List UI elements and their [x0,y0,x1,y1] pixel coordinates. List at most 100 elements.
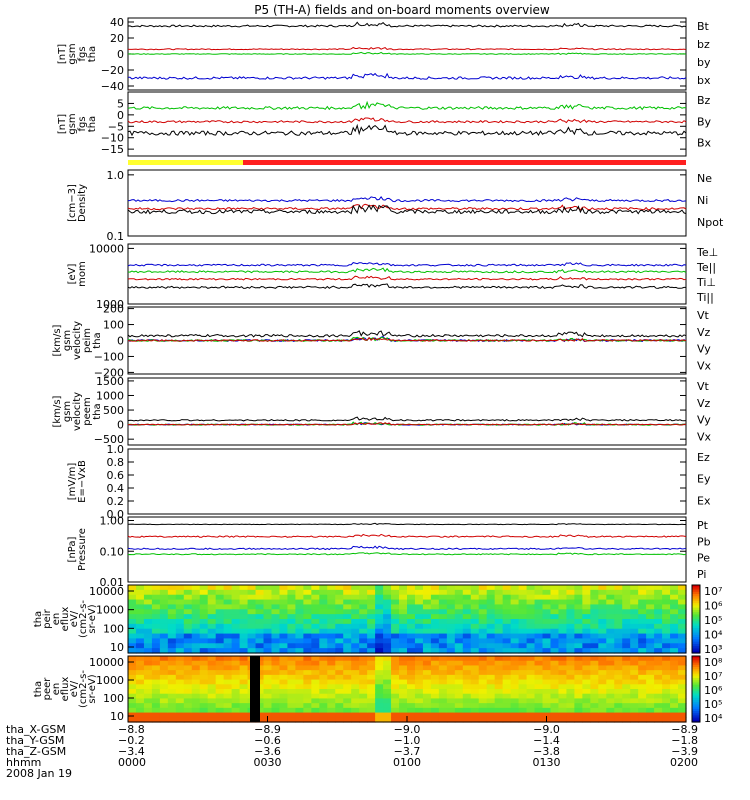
spectrogram-cell [534,638,544,644]
spectrogram-cell [199,660,209,667]
spectrogram-cell [175,679,185,685]
spectrogram-cell [454,604,464,610]
x-tick-label: −1.8 [671,734,698,747]
spectrogram-cell [263,648,273,654]
spectrogram-cell [454,660,464,667]
spectrogram-cell [438,585,448,591]
y-axis-label: [km/s] [52,395,63,427]
spectrogram-cell [558,684,568,690]
spectrogram-cell [422,633,432,640]
spectrogram-cell [191,698,201,704]
spectrogram-cell [143,689,153,695]
spectrogram-cell [287,712,296,718]
series-line [127,533,687,538]
spectrogram-cell [407,665,416,671]
spectrogram-cell [678,670,687,676]
spectrogram-cell [271,614,281,620]
spectrogram-cell [542,665,552,671]
colorbar-label: 10⁵ [704,614,722,627]
y-tick-label: 1.0 [107,169,125,182]
spectrogram-cell [430,660,440,667]
spectrogram-cell [422,665,432,671]
spectrogram-cell [327,674,336,681]
spectrogram-cell [670,660,679,667]
spectrogram-cell [319,628,328,635]
spectrogram-cell [574,619,583,625]
spectrogram-cell [622,614,631,620]
spectrogram-cell [407,643,416,649]
spectrogram-cell [151,693,161,700]
spectrogram-cell [646,679,655,685]
spectrogram-cell [191,689,201,695]
spectrogram-cell [391,619,400,625]
spectrogram-cell [470,589,480,596]
spectrogram-cell [151,643,161,649]
spectrogram-cell [558,689,568,695]
spectrogram-cell [183,679,193,685]
spectrogram-cell [614,707,623,714]
spectrogram-cell [199,703,209,709]
spectrogram-cell [135,628,145,635]
spectrogram-cell [630,614,639,620]
colorbar-cell [692,628,700,631]
spectrogram-cell [550,594,560,601]
spectrogram-cell [207,707,217,714]
y-axis-label: peer [42,677,53,701]
spectrogram-cell [167,674,177,681]
spectrogram-cell [351,633,360,640]
spectrogram-cell [606,623,615,630]
spectrogram-cell [566,693,575,700]
spectrogram-cell [622,643,631,649]
spectrogram-cell [303,633,312,640]
spectrogram-cell [375,604,384,610]
colorbar-cell [692,594,700,597]
spectrogram-cell [247,648,257,654]
y-axis-label: gsm [62,330,73,351]
spectrogram-cell [231,604,241,610]
spectrogram-cell [478,614,488,620]
spectrogram-cell [614,638,623,644]
spectrogram-cell [175,614,185,620]
spectrogram-cell [494,689,504,695]
spectrogram-cell [422,679,432,685]
spectrogram-cell [199,648,209,654]
spectrogram-cell [502,633,512,640]
spectrogram-cell [630,623,639,630]
spectrogram-cell [159,698,169,704]
spectrogram-cell [135,717,145,723]
spectrogram-cell [590,604,599,610]
spectrogram-cell [662,609,671,615]
spectrogram-cell [359,609,368,615]
colorbar-cell [692,671,700,675]
spectrogram-cell [470,712,480,718]
spectrogram-cell [574,633,583,640]
spectrogram-cell [335,589,344,596]
spectrogram-cell [614,633,623,640]
spectrogram-cell [207,628,217,635]
spectrogram-cell [335,665,344,671]
spectrogram-cell [662,670,671,676]
colorbar-cell [692,625,700,629]
spectrogram-cell [135,684,145,690]
spectrogram-cell [287,633,296,640]
spectrogram-cell [167,698,177,704]
spectrogram-cell [367,585,376,591]
x-tick-label: 0130 [533,756,561,769]
spectrogram-cell [590,674,599,681]
spectrogram-cell [343,589,352,596]
spectrogram-cell [614,604,623,610]
spectrogram-cell [271,703,281,709]
spectrogram-cell [191,670,201,676]
spectrogram-cell [367,660,376,667]
spectrogram-cell [367,609,376,615]
spectrogram-cell [638,698,647,704]
spectrogram-cell [622,619,631,625]
spectrogram-cell [279,698,289,704]
spectrogram-cell [494,712,504,718]
spectrogram-cell [311,698,320,704]
spectrogram-cell [207,633,217,640]
spectrogram-cell [407,619,416,625]
spectrogram-cell [558,674,568,681]
spectrogram-cell [470,623,480,630]
